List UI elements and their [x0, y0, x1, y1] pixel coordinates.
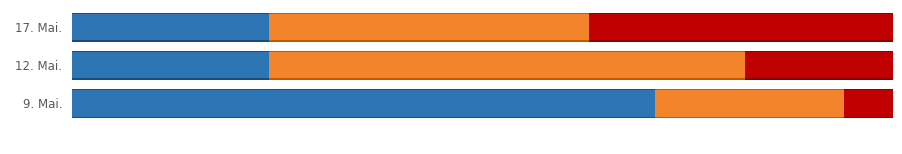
- Bar: [269, 13, 589, 14]
- Bar: [269, 51, 745, 52]
- Bar: [72, 89, 655, 90]
- Bar: [72, 89, 655, 118]
- Bar: [269, 13, 589, 42]
- Bar: [72, 51, 269, 52]
- Bar: [589, 41, 893, 42]
- Bar: [72, 13, 269, 14]
- Bar: [269, 79, 745, 80]
- Bar: [72, 41, 269, 42]
- Bar: [269, 41, 589, 42]
- Bar: [745, 51, 893, 52]
- Bar: [655, 89, 843, 118]
- Bar: [589, 13, 893, 42]
- Bar: [843, 89, 893, 90]
- Bar: [655, 89, 843, 90]
- Bar: [72, 79, 269, 80]
- Bar: [655, 117, 843, 118]
- Bar: [72, 117, 655, 118]
- Bar: [72, 51, 269, 80]
- Bar: [589, 13, 893, 14]
- Bar: [269, 51, 745, 80]
- Bar: [72, 13, 269, 42]
- Bar: [843, 117, 893, 118]
- Bar: [843, 89, 893, 118]
- Bar: [745, 79, 893, 80]
- Bar: [745, 51, 893, 80]
